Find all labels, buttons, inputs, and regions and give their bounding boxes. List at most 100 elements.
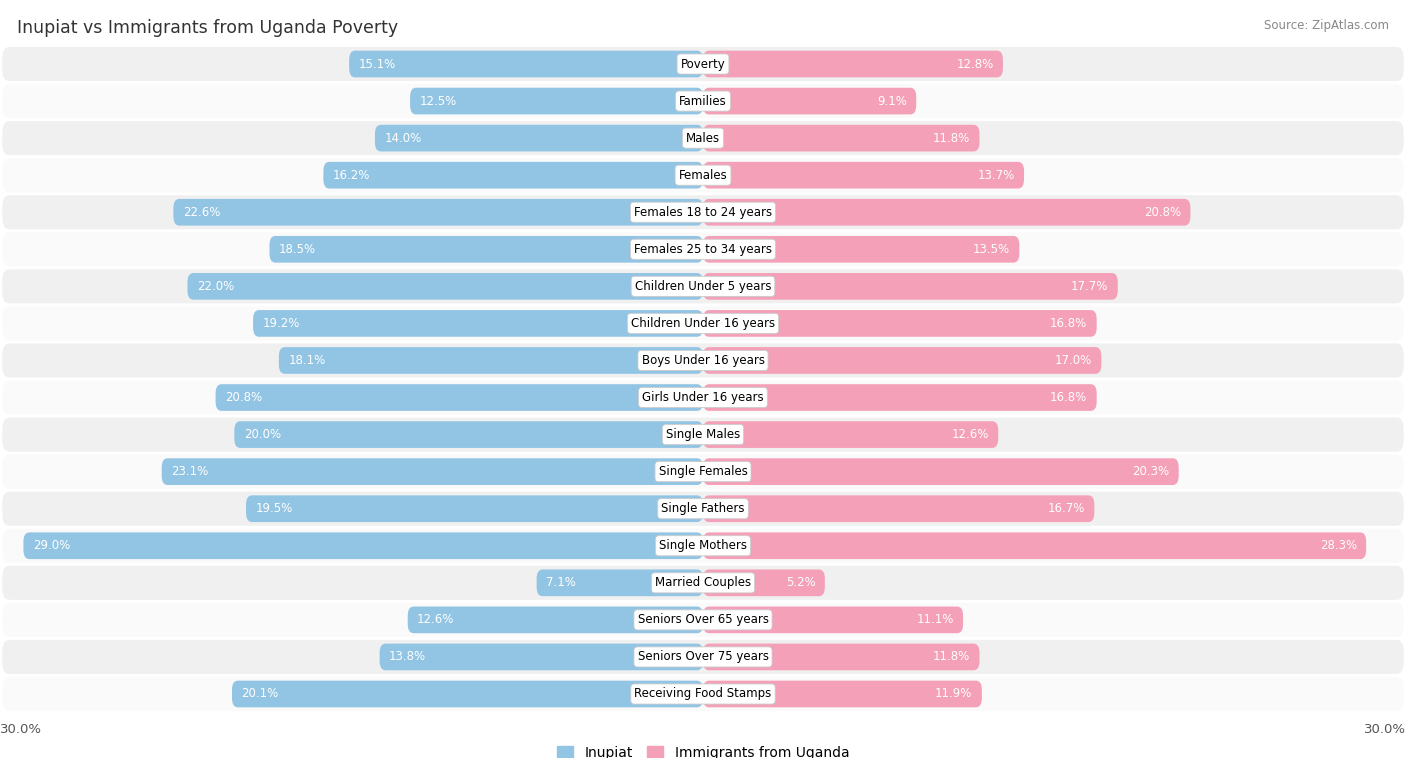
FancyBboxPatch shape	[3, 158, 1403, 193]
FancyBboxPatch shape	[703, 569, 825, 596]
Text: 30.0%: 30.0%	[1364, 723, 1406, 736]
Text: 19.2%: 19.2%	[263, 317, 299, 330]
Text: 20.3%: 20.3%	[1132, 465, 1170, 478]
Text: Girls Under 16 years: Girls Under 16 years	[643, 391, 763, 404]
Text: 20.8%: 20.8%	[1144, 205, 1181, 219]
FancyBboxPatch shape	[3, 381, 1403, 415]
Text: 29.0%: 29.0%	[32, 539, 70, 553]
Text: 17.0%: 17.0%	[1054, 354, 1092, 367]
Text: 17.7%: 17.7%	[1071, 280, 1108, 293]
FancyBboxPatch shape	[24, 532, 703, 559]
FancyBboxPatch shape	[3, 418, 1403, 452]
Text: Females 18 to 24 years: Females 18 to 24 years	[634, 205, 772, 219]
FancyBboxPatch shape	[703, 644, 980, 670]
Text: 12.8%: 12.8%	[956, 58, 994, 70]
Text: 11.1%: 11.1%	[917, 613, 953, 626]
Text: 22.0%: 22.0%	[197, 280, 233, 293]
FancyBboxPatch shape	[703, 347, 1101, 374]
FancyBboxPatch shape	[703, 199, 1191, 226]
FancyBboxPatch shape	[380, 644, 703, 670]
FancyBboxPatch shape	[3, 640, 1403, 674]
Text: 9.1%: 9.1%	[877, 95, 907, 108]
FancyBboxPatch shape	[3, 232, 1403, 266]
FancyBboxPatch shape	[162, 459, 703, 485]
Text: 23.1%: 23.1%	[172, 465, 208, 478]
FancyBboxPatch shape	[703, 384, 1097, 411]
Text: 19.5%: 19.5%	[256, 503, 292, 515]
FancyBboxPatch shape	[3, 47, 1403, 81]
FancyBboxPatch shape	[703, 236, 1019, 262]
Text: Receiving Food Stamps: Receiving Food Stamps	[634, 688, 772, 700]
Text: Boys Under 16 years: Boys Under 16 years	[641, 354, 765, 367]
Text: Females 25 to 34 years: Females 25 to 34 years	[634, 243, 772, 255]
FancyBboxPatch shape	[3, 565, 1403, 600]
Text: 18.1%: 18.1%	[288, 354, 325, 367]
Text: 20.8%: 20.8%	[225, 391, 262, 404]
Text: 30.0%: 30.0%	[0, 723, 42, 736]
Text: 13.8%: 13.8%	[389, 650, 426, 663]
FancyBboxPatch shape	[323, 162, 703, 189]
FancyBboxPatch shape	[3, 84, 1403, 118]
Text: Males: Males	[686, 132, 720, 145]
FancyBboxPatch shape	[3, 343, 1403, 377]
FancyBboxPatch shape	[215, 384, 703, 411]
Text: Single Mothers: Single Mothers	[659, 539, 747, 553]
Text: 12.5%: 12.5%	[419, 95, 457, 108]
Text: Single Fathers: Single Fathers	[661, 503, 745, 515]
Text: 7.1%: 7.1%	[546, 576, 576, 589]
FancyBboxPatch shape	[253, 310, 703, 337]
FancyBboxPatch shape	[3, 677, 1403, 711]
FancyBboxPatch shape	[3, 603, 1403, 637]
Text: 11.8%: 11.8%	[934, 132, 970, 145]
FancyBboxPatch shape	[173, 199, 703, 226]
Text: 11.9%: 11.9%	[935, 688, 973, 700]
FancyBboxPatch shape	[235, 421, 703, 448]
Text: 20.0%: 20.0%	[243, 428, 281, 441]
FancyBboxPatch shape	[537, 569, 703, 596]
FancyBboxPatch shape	[375, 125, 703, 152]
Text: Females: Females	[679, 169, 727, 182]
FancyBboxPatch shape	[703, 51, 1002, 77]
FancyBboxPatch shape	[3, 196, 1403, 229]
FancyBboxPatch shape	[703, 125, 980, 152]
FancyBboxPatch shape	[703, 273, 1118, 299]
Text: 16.2%: 16.2%	[333, 169, 370, 182]
FancyBboxPatch shape	[703, 681, 981, 707]
FancyBboxPatch shape	[703, 496, 1094, 522]
Text: Inupiat vs Immigrants from Uganda Poverty: Inupiat vs Immigrants from Uganda Povert…	[17, 19, 398, 37]
Text: 28.3%: 28.3%	[1320, 539, 1357, 553]
FancyBboxPatch shape	[3, 269, 1403, 303]
Text: Children Under 5 years: Children Under 5 years	[634, 280, 772, 293]
Text: 13.7%: 13.7%	[977, 169, 1015, 182]
Text: 22.6%: 22.6%	[183, 205, 221, 219]
Text: 15.1%: 15.1%	[359, 58, 395, 70]
Text: Seniors Over 65 years: Seniors Over 65 years	[637, 613, 769, 626]
Text: Families: Families	[679, 95, 727, 108]
FancyBboxPatch shape	[349, 51, 703, 77]
Text: 5.2%: 5.2%	[786, 576, 815, 589]
FancyBboxPatch shape	[703, 162, 1024, 189]
Text: 14.0%: 14.0%	[384, 132, 422, 145]
FancyBboxPatch shape	[3, 492, 1403, 526]
Text: 16.7%: 16.7%	[1047, 503, 1085, 515]
FancyBboxPatch shape	[411, 88, 703, 114]
FancyBboxPatch shape	[703, 459, 1178, 485]
Text: Poverty: Poverty	[681, 58, 725, 70]
FancyBboxPatch shape	[246, 496, 703, 522]
Text: 11.8%: 11.8%	[934, 650, 970, 663]
FancyBboxPatch shape	[3, 455, 1403, 489]
FancyBboxPatch shape	[408, 606, 703, 633]
Text: Single Males: Single Males	[666, 428, 740, 441]
Text: 13.5%: 13.5%	[973, 243, 1010, 255]
Text: 18.5%: 18.5%	[278, 243, 316, 255]
FancyBboxPatch shape	[3, 306, 1403, 340]
Text: 16.8%: 16.8%	[1050, 317, 1087, 330]
FancyBboxPatch shape	[270, 236, 703, 262]
Legend: Inupiat, Immigrants from Uganda: Inupiat, Immigrants from Uganda	[551, 741, 855, 758]
FancyBboxPatch shape	[278, 347, 703, 374]
FancyBboxPatch shape	[703, 310, 1097, 337]
FancyBboxPatch shape	[703, 606, 963, 633]
FancyBboxPatch shape	[187, 273, 703, 299]
Text: Source: ZipAtlas.com: Source: ZipAtlas.com	[1264, 19, 1389, 32]
Text: Married Couples: Married Couples	[655, 576, 751, 589]
